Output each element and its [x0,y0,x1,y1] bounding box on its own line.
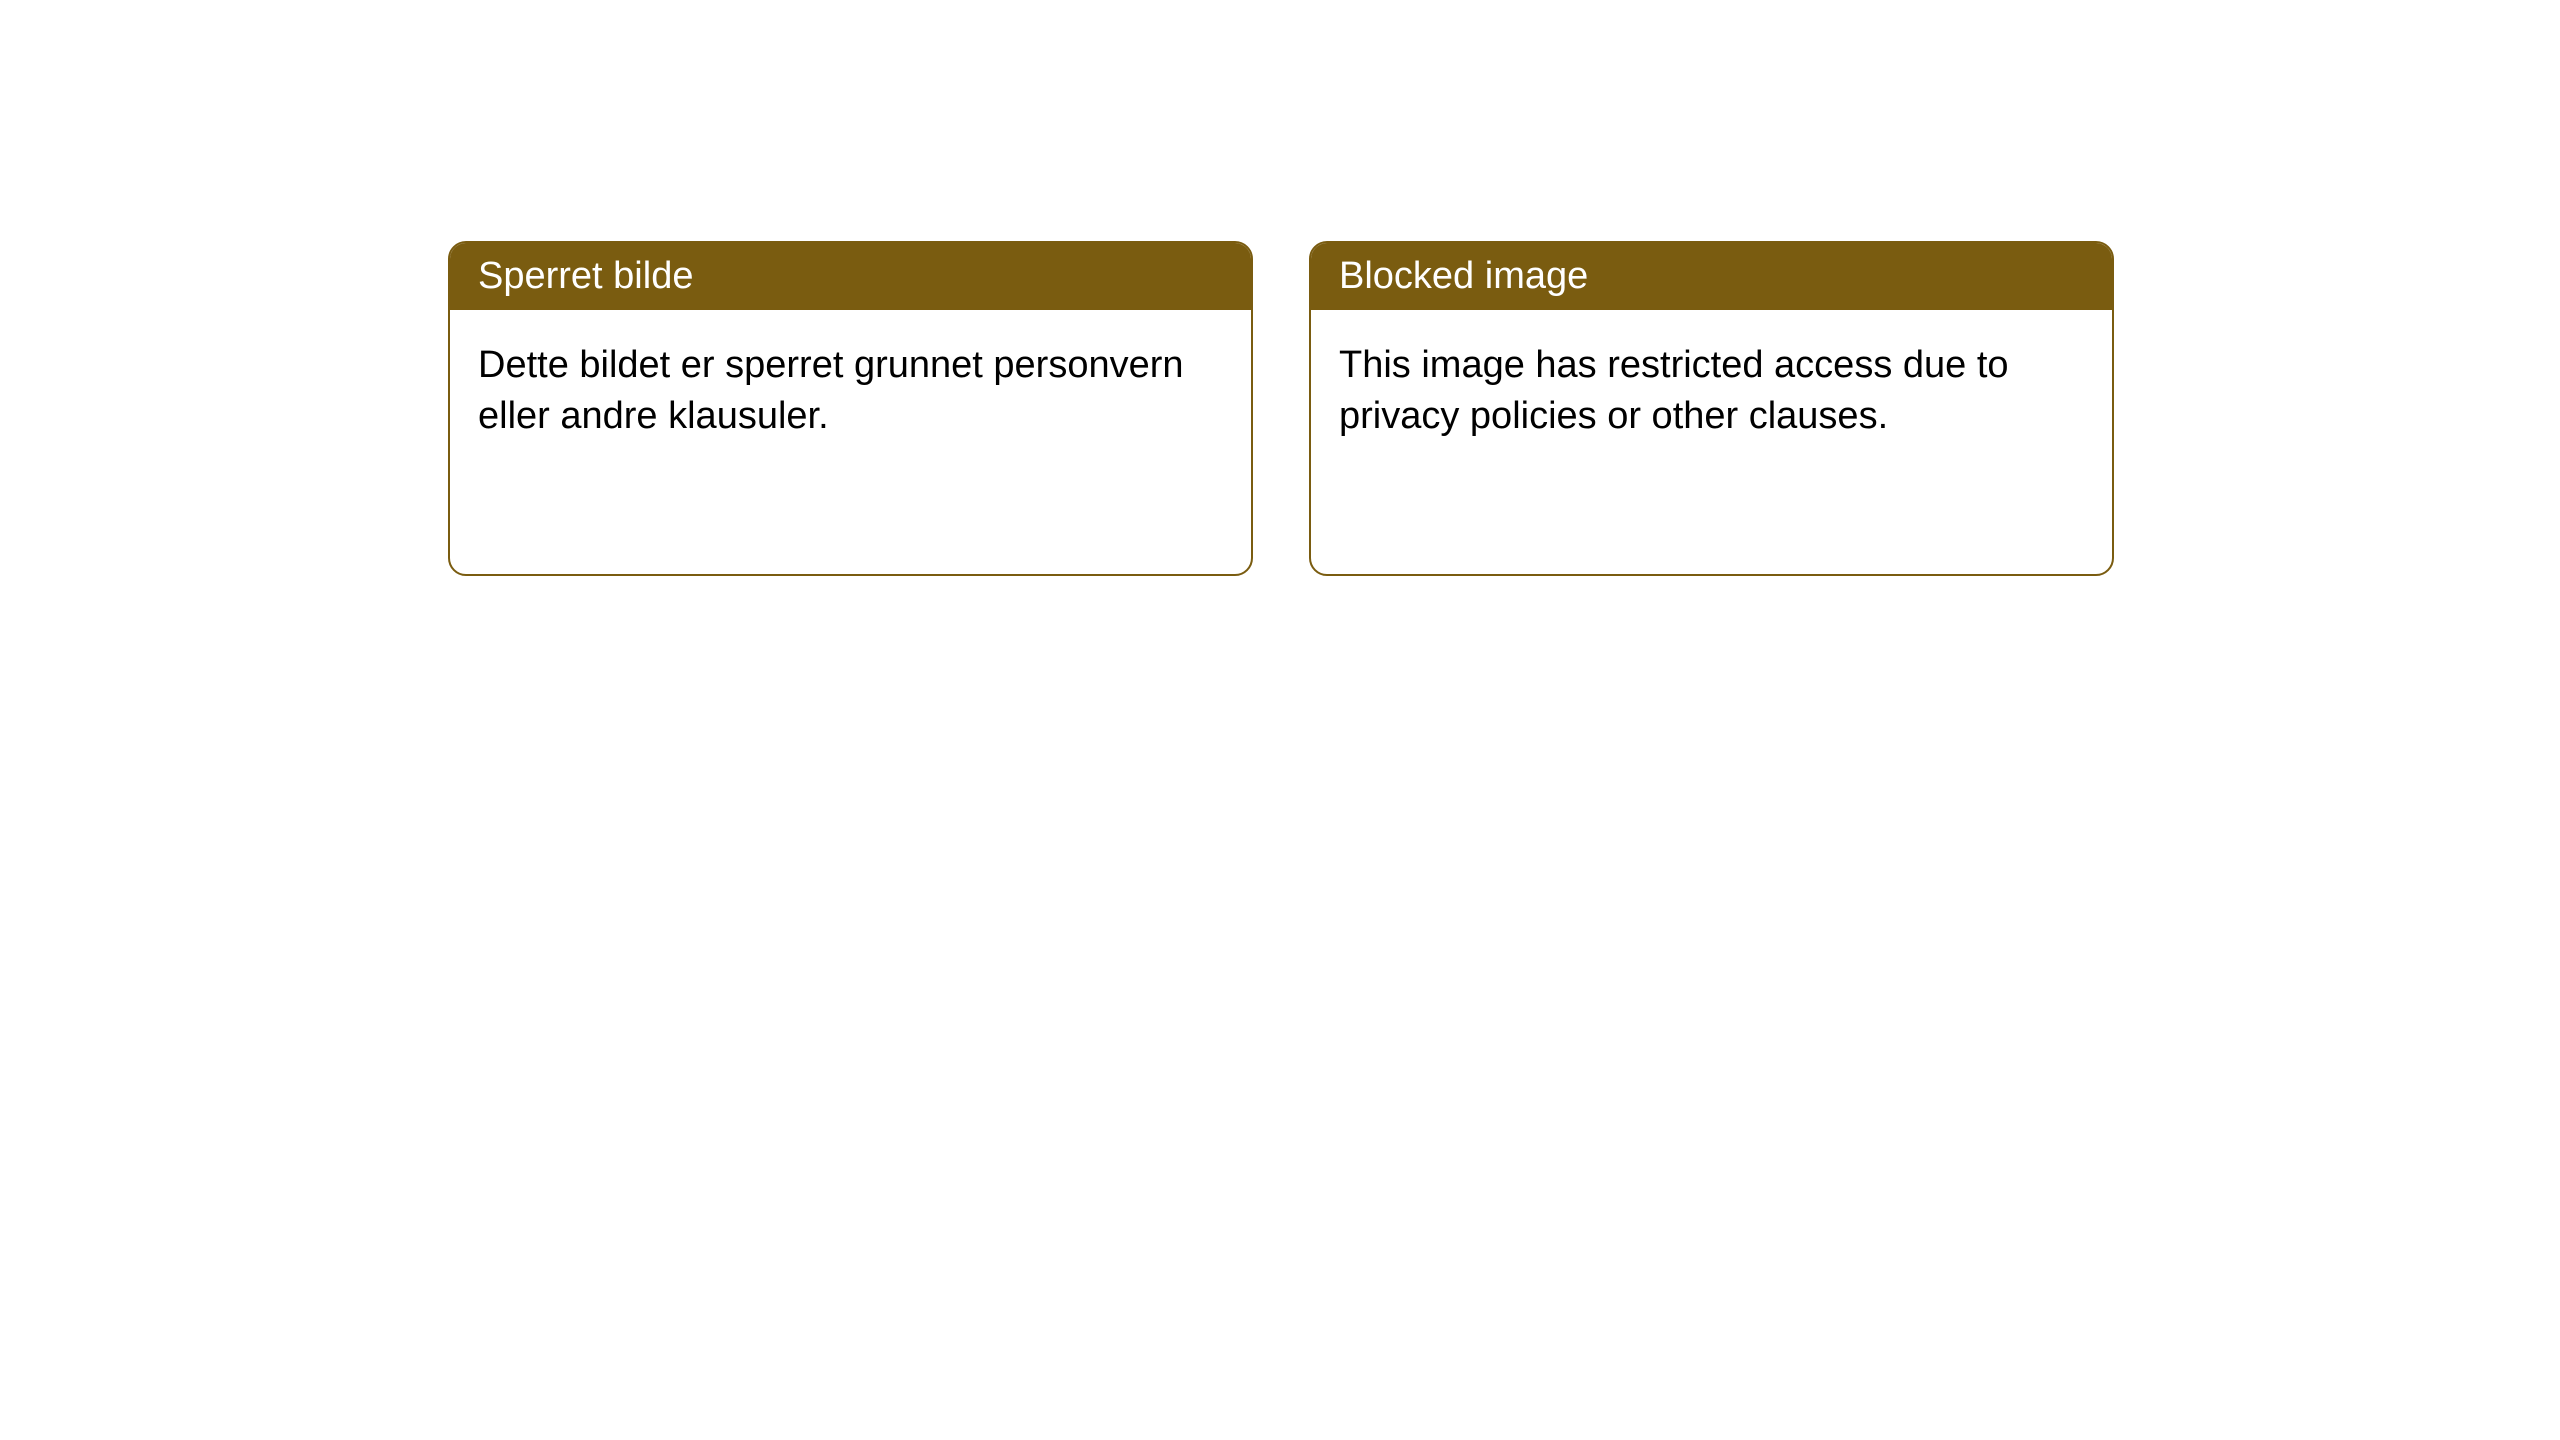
blocked-image-cards: Sperret bilde Dette bildet er sperret gr… [448,241,2114,576]
card-body: Dette bildet er sperret grunnet personve… [450,310,1251,473]
card-header: Sperret bilde [450,243,1251,310]
card-header: Blocked image [1311,243,2112,310]
card-body-text: This image has restricted access due to … [1339,344,2009,437]
card-body-text: Dette bildet er sperret grunnet personve… [478,344,1184,437]
blocked-image-card-en: Blocked image This image has restricted … [1309,241,2114,576]
card-title: Blocked image [1339,255,1588,297]
blocked-image-card-no: Sperret bilde Dette bildet er sperret gr… [448,241,1253,576]
card-body: This image has restricted access due to … [1311,310,2112,473]
card-title: Sperret bilde [478,255,693,297]
